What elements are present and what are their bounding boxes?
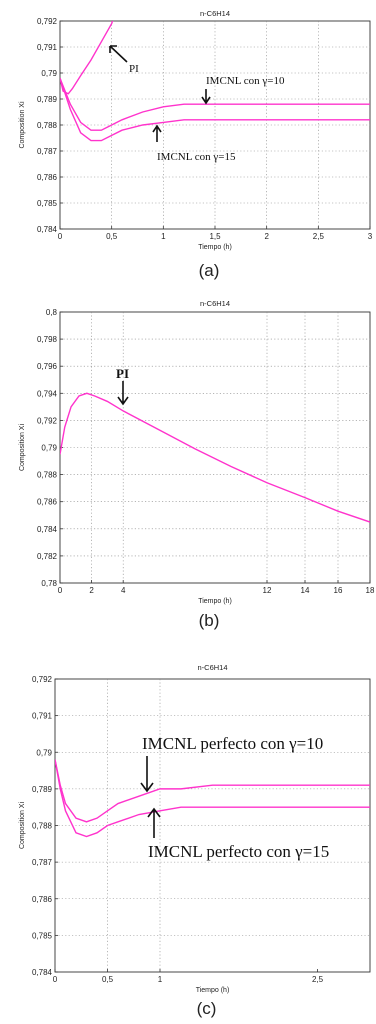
y-tick-label: 0,791 xyxy=(32,712,53,721)
y-tick-label: 0,786 xyxy=(32,895,53,904)
chart-panel-a: 0,784 0,785 0,786 0,787 0,788 0,789 0,79 0,791 0… xyxy=(19,9,373,280)
arrow-pi-a xyxy=(109,45,128,63)
y-tick-label: 0,784 xyxy=(32,968,53,977)
annotation-gamma10-a: IMCNL con γ=10 xyxy=(206,75,285,87)
annotation-pi-a: PI xyxy=(129,63,139,75)
x-tick-label: 1 xyxy=(158,975,163,984)
y-tick-label: 0,791 xyxy=(37,43,58,52)
series-line xyxy=(60,392,370,523)
x-axis-label: Tiempo (h) xyxy=(198,244,232,251)
arrow-pi-b xyxy=(117,381,129,406)
arrow-gamma15-a xyxy=(152,124,162,142)
x-tick-label: 12 xyxy=(263,586,272,595)
panel-caption: (c) xyxy=(197,999,217,1018)
series-line xyxy=(60,77,370,131)
annotation-gamma10-c: IMCNL perfecto con γ=10 xyxy=(142,734,323,753)
panel-caption: (a) xyxy=(199,261,220,280)
arrow-gamma10-a xyxy=(201,89,211,105)
series-line xyxy=(60,77,370,142)
x-tick-label: 14 xyxy=(301,586,310,595)
x-tick-label: 0 xyxy=(58,586,63,595)
y-tick-label: 0,789 xyxy=(32,785,53,794)
y-tick-label: 0,789 xyxy=(37,95,58,104)
x-axis-label: Tiempo (h) xyxy=(196,987,230,994)
x-tick-label: 18 xyxy=(366,586,375,595)
y-tick-label: 0,786 xyxy=(37,498,58,507)
x-tick-label: 2,5 xyxy=(313,232,325,241)
y-tick-label: 0,794 xyxy=(37,389,58,398)
y-tick-label: 0,786 xyxy=(37,173,58,182)
chart-panel-c: 0,784 0,785 0,786 0,787 0,788 0,789 0,79 0,791 0… xyxy=(19,663,371,1018)
x-tick-label: 1 xyxy=(161,232,166,241)
y-tick-label: 0,787 xyxy=(32,858,53,867)
chart-title: n-C6H14 xyxy=(200,9,230,18)
panel-a-annotations: PI IMCNL con γ=10 IMCNL con γ=15 xyxy=(109,45,285,163)
y-tick-label: 0,782 xyxy=(37,552,58,561)
y-tick-label: 0,784 xyxy=(37,525,58,534)
series-line xyxy=(55,759,370,838)
y-tick-label: 0,798 xyxy=(37,335,58,344)
x-tick-label: 2 xyxy=(264,232,269,241)
x-tick-label: 16 xyxy=(334,586,343,595)
plot-area xyxy=(59,311,371,584)
y-tick-label: 0,785 xyxy=(32,931,53,940)
y-axis-label: Composition Xi xyxy=(19,802,26,850)
arrow-gamma10-c xyxy=(140,756,154,793)
annotation-gamma15-a: IMCNL con γ=15 xyxy=(157,151,236,163)
chart-title: n-C6H14 xyxy=(197,663,227,672)
annotation-pi-b: PI xyxy=(116,366,129,381)
y-tick-label: 0,785 xyxy=(37,199,58,208)
y-tick-label: 0,79 xyxy=(36,748,52,757)
y-tick-label: 0,784 xyxy=(37,225,58,234)
y-tick-label: 0,788 xyxy=(32,822,53,831)
y-tick-label: 0,792 xyxy=(37,416,58,425)
y-tick-label: 0,792 xyxy=(37,17,58,26)
y-tick-label: 0,788 xyxy=(37,471,58,480)
y-tick-label: 0,79 xyxy=(41,444,57,453)
x-tick-label: 2 xyxy=(89,586,94,595)
chart-title: n-C6H14 xyxy=(200,299,230,308)
panel-b-annotations: PI xyxy=(116,366,129,406)
series-line xyxy=(55,759,370,823)
annotation-gamma15-c: IMCNL perfecto con γ=15 xyxy=(148,842,329,861)
y-tick-label: 0,796 xyxy=(37,362,58,371)
x-tick-label: 4 xyxy=(121,586,126,595)
x-tick-label: 0,5 xyxy=(106,232,118,241)
y-axis-label: Composition Xi xyxy=(19,424,26,472)
y-tick-label: 0,79 xyxy=(41,69,57,78)
x-axis-label: Tiempo (h) xyxy=(198,598,232,605)
y-tick-label: 0,78 xyxy=(41,579,57,588)
x-tick-label: 0 xyxy=(58,232,63,241)
x-tick-label: 3 xyxy=(368,232,373,241)
x-tick-label: 1,5 xyxy=(209,232,221,241)
panel-caption: (b) xyxy=(199,611,220,630)
y-tick-label: 0,787 xyxy=(37,147,58,156)
panel-c-annotations: IMCNL perfecto con γ=10 IMCNL perfecto c… xyxy=(140,734,329,861)
y-tick-label: 0,792 xyxy=(32,675,53,684)
y-tick-label: 0,8 xyxy=(46,308,58,317)
chart-panel-b: 0,78 0,782 0,784 0,786 0,788 0,79 0,792 0,794 0,… xyxy=(19,299,375,630)
x-tick-label: 2,5 xyxy=(312,975,324,984)
x-tick-label: 0 xyxy=(53,975,58,984)
y-axis-label: Composition Xi xyxy=(19,101,26,149)
y-tick-label: 0,788 xyxy=(37,121,58,130)
arrow-gamma15-c xyxy=(147,807,161,838)
x-tick-label: 0,5 xyxy=(102,975,114,984)
